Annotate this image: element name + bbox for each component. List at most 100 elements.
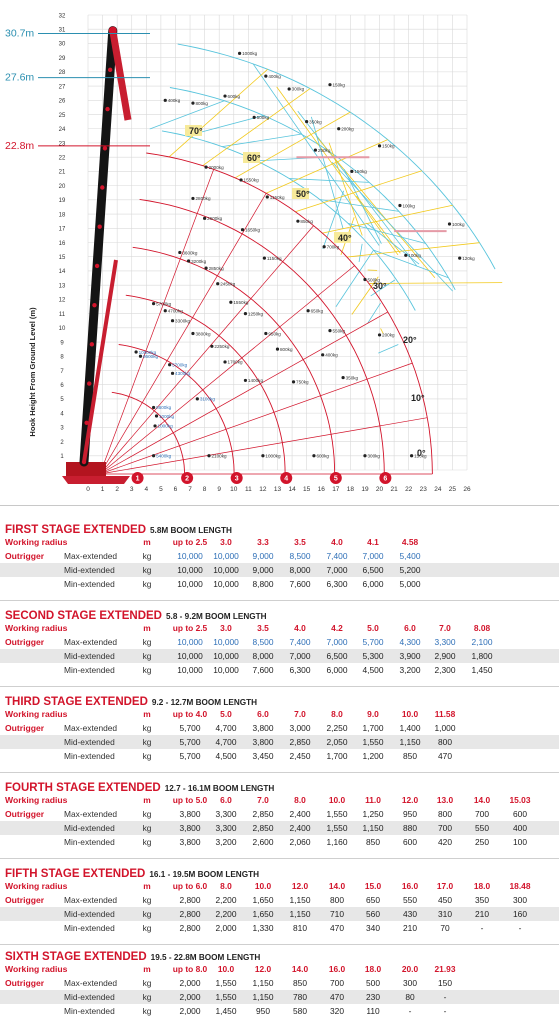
y-tick-label: 6 xyxy=(60,383,64,389)
load-cell: 2,100 xyxy=(460,636,504,648)
load-point-label: 2000kg xyxy=(209,165,225,170)
load-point-label: 4300kg xyxy=(175,371,191,376)
load-cell: - xyxy=(423,991,467,1003)
stage-boom-length: 12.7 - 16.1M BOOM LENGTH xyxy=(165,784,275,793)
x-tick-label: 13 xyxy=(274,486,282,493)
load-cell: 5,000 xyxy=(388,578,432,590)
load-point xyxy=(398,204,401,207)
load-point xyxy=(164,309,167,312)
load-point-label: 3600kg xyxy=(182,250,198,255)
load-cell: 800 xyxy=(423,736,467,748)
height-marker-label: 27.6m xyxy=(5,72,34,84)
load-point-label: 3300kg xyxy=(175,319,191,324)
stage-badge-label: 4 xyxy=(284,476,288,483)
x-tick-label: 14 xyxy=(288,486,296,493)
load-cell: 5,400 xyxy=(388,550,432,562)
y-tick-label: 13 xyxy=(59,283,66,289)
working-radius-label: Working radius xyxy=(5,794,67,806)
y-tick-label: 15 xyxy=(59,255,66,261)
unit-kg: kg xyxy=(140,750,154,762)
load-point xyxy=(328,83,331,86)
stage-boom-length: 5.8M BOOM LENGTH xyxy=(150,526,232,535)
angle-label: 20° xyxy=(403,335,417,345)
x-tick-label: 26 xyxy=(463,486,471,493)
load-point xyxy=(239,178,242,181)
outrigger-label: Outrigger xyxy=(5,808,44,820)
crane-boom-joint xyxy=(90,342,94,346)
load-point-label: 1000kg xyxy=(159,414,175,419)
y-tick-label: 26 xyxy=(59,99,66,105)
load-point-label: 500kg xyxy=(257,115,270,120)
y-axis-title: Hook Height From Ground Level (m) xyxy=(28,307,37,437)
load-point xyxy=(321,353,324,356)
load-point-label: 350kg xyxy=(309,119,322,124)
load-point-label: 150kg xyxy=(354,169,367,174)
x-tick-label: 6 xyxy=(174,486,178,493)
x-tick-label: 3 xyxy=(130,486,134,493)
load-point xyxy=(152,454,155,457)
y-tick-label: 18 xyxy=(59,212,66,218)
stage-boom-length: 5.8 - 9.2M BOOM LENGTH xyxy=(166,612,267,621)
outrigger-extension: Max-extended xyxy=(64,977,117,989)
load-point xyxy=(152,302,155,305)
outrigger-label: Outrigger xyxy=(5,722,44,734)
load-point-label: 200kg xyxy=(341,127,354,132)
load-point-label: 1150kg xyxy=(270,195,285,200)
load-point xyxy=(292,380,295,383)
load-point-label: 5400kg xyxy=(156,454,172,459)
stage-boom-length: 19.5 - 22.8M BOOM LENGTH xyxy=(151,953,261,962)
crane-boom-joint xyxy=(103,146,107,150)
x-tick-label: 0 xyxy=(86,486,90,493)
load-point xyxy=(307,309,310,312)
stage-badge-label: 6 xyxy=(383,476,387,483)
load-point xyxy=(404,254,407,257)
load-cell: 1,800 xyxy=(460,650,504,662)
load-point xyxy=(264,332,267,335)
load-point xyxy=(164,99,167,102)
radius-cell: 15.03 xyxy=(498,794,542,806)
load-point xyxy=(204,266,207,269)
y-tick-label: 28 xyxy=(59,70,66,76)
load-point xyxy=(191,102,194,105)
table-separator xyxy=(0,944,559,945)
load-cell: 470 xyxy=(423,750,467,762)
unit-kg: kg xyxy=(140,636,154,648)
load-point-label: 850kg xyxy=(300,219,313,224)
unit-m: m xyxy=(140,708,154,720)
y-tick-label: 24 xyxy=(59,127,66,133)
load-point-label: 600kg xyxy=(228,94,241,99)
unit-kg: kg xyxy=(140,894,154,906)
load-point-label: 1000kg xyxy=(158,424,174,429)
working-radius-label: Working radius xyxy=(5,536,67,548)
unit-m: m xyxy=(140,880,154,892)
outrigger-extension: Min-extended xyxy=(64,922,115,934)
stage-badge-label: 2 xyxy=(185,476,189,483)
x-tick-label: 15 xyxy=(303,486,311,493)
x-tick-label: 25 xyxy=(449,486,457,493)
load-point xyxy=(191,332,194,335)
y-tick-label: 5 xyxy=(60,397,64,403)
load-point-label: 800kg xyxy=(195,101,208,106)
unit-kg: kg xyxy=(140,922,154,934)
angle-label: 70° xyxy=(189,126,203,136)
load-point xyxy=(448,222,451,225)
load-point-label: 2800kg xyxy=(195,196,211,201)
load-point xyxy=(458,257,461,260)
height-marker-label: 22.8m xyxy=(5,140,34,152)
unit-kg: kg xyxy=(140,550,154,562)
x-tick-label: 7 xyxy=(188,486,192,493)
